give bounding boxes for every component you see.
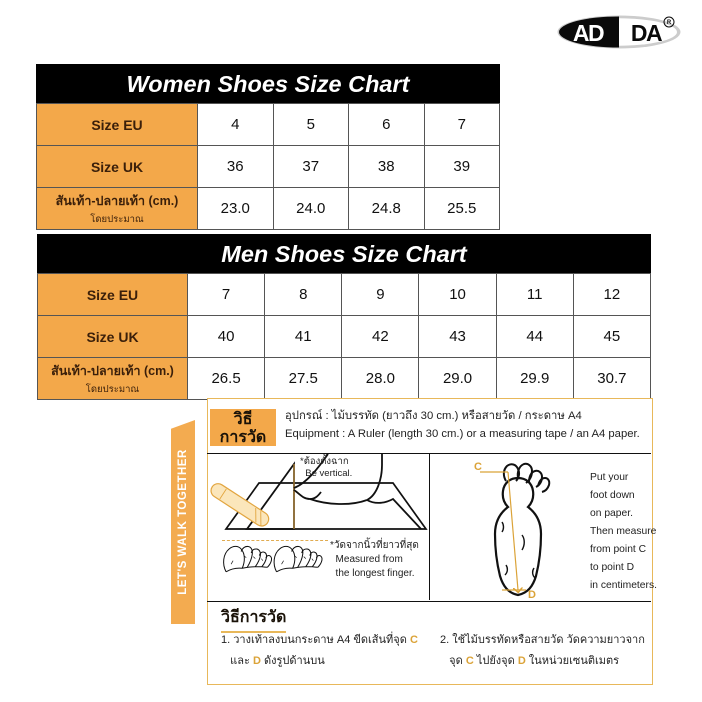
svg-text:C: C <box>474 461 482 473</box>
svg-text:R: R <box>667 20 672 26</box>
svg-text:AD: AD <box>573 20 604 46</box>
svg-text:D: D <box>528 589 536 600</box>
svg-text:DA: DA <box>631 20 662 46</box>
